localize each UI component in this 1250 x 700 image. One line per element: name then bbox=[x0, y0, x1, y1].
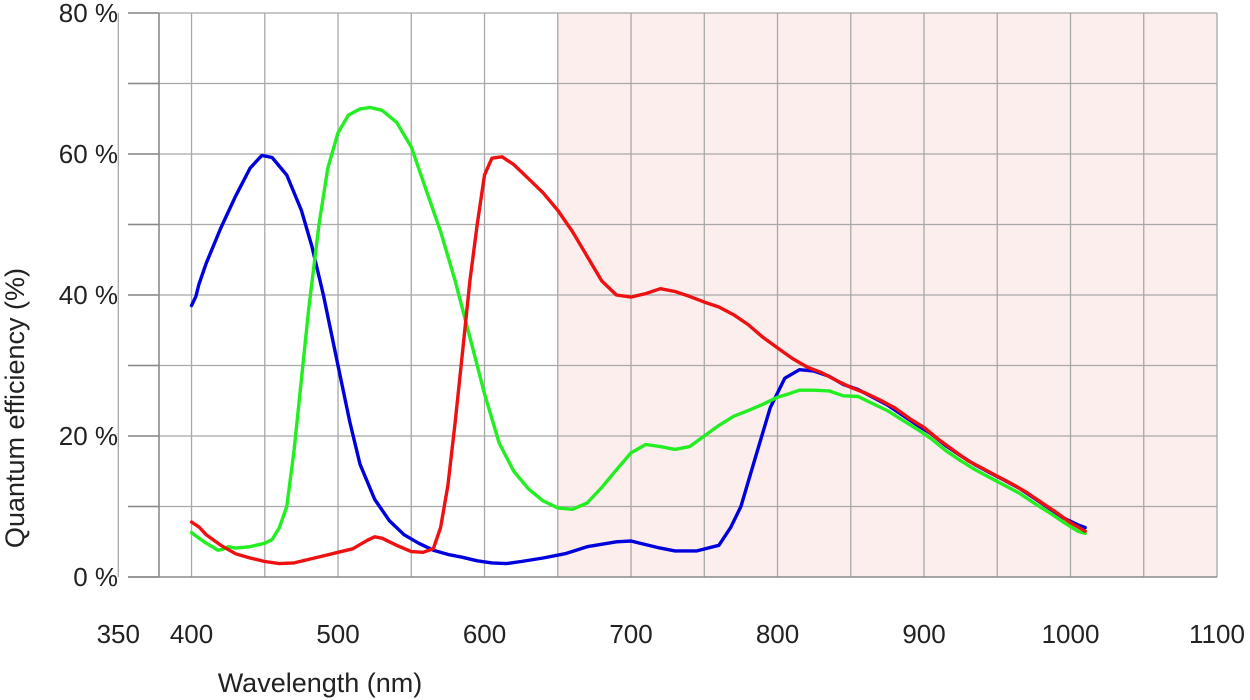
y-tick-label: 20 % bbox=[59, 421, 118, 451]
x-tick-label: 700 bbox=[609, 619, 652, 649]
x-axis-label: Wavelength (nm) bbox=[218, 668, 423, 698]
y-axis-label: Quantum efficiency (%) bbox=[0, 268, 30, 548]
y-tick-label: 60 % bbox=[59, 139, 118, 169]
y-tick-label: 40 % bbox=[59, 280, 118, 310]
gridlines-layer bbox=[117, 12, 1218, 578]
series-layer bbox=[189, 105, 1087, 566]
x-tick-label: 1100 bbox=[1189, 619, 1245, 649]
x-tick-label: 1000 bbox=[1042, 619, 1100, 649]
tick-labels-layer: 350 400 500 600 700 800 900 1000 1100 0 % 20 % 40 %… bbox=[59, 0, 1245, 649]
x-tick-label: 900 bbox=[902, 619, 945, 649]
series-line-2 bbox=[189, 105, 1087, 552]
x-tick-label: 350 bbox=[97, 619, 140, 649]
y-tick-label: 80 % bbox=[59, 0, 118, 28]
x-tick-label: 800 bbox=[756, 619, 799, 649]
series-line-3 bbox=[189, 155, 1087, 566]
x-tick-label: 600 bbox=[463, 619, 506, 649]
x-tick-label: 500 bbox=[316, 619, 359, 649]
y-tick-label: 0 % bbox=[73, 562, 118, 592]
x-tick-label: 400 bbox=[170, 619, 213, 649]
